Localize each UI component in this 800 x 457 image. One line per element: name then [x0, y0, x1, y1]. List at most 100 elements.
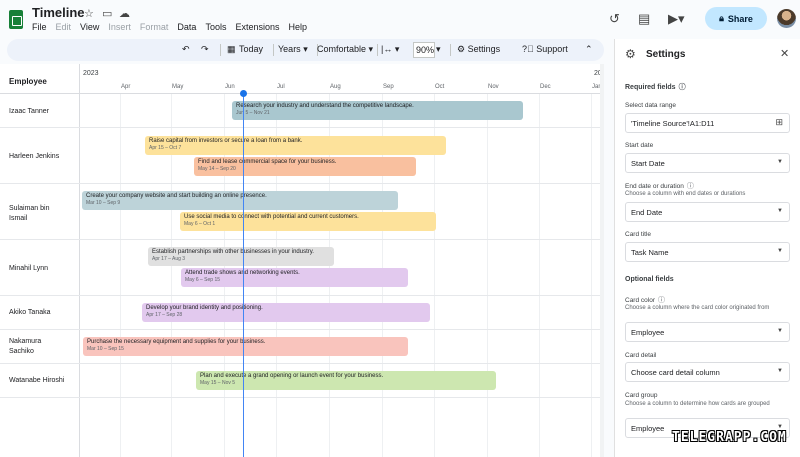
menu-bar: File Edit View Insert Format Data Tools …: [32, 22, 307, 32]
data-range-input[interactable]: 'Timeline Source'!A1:D11 ⊞: [625, 113, 790, 133]
card-title-value: Task Name: [631, 248, 669, 257]
timeline-card[interactable]: Find and lease commercial space for your…: [194, 157, 416, 176]
card-detail-select[interactable]: Choose card detail column ▼: [625, 362, 790, 382]
column-header: Employee 2023 20 Apr May Jun Jul Aug Sep…: [0, 64, 604, 94]
menu-format[interactable]: Format: [139, 22, 169, 32]
gear-icon: ⚙: [457, 44, 466, 54]
grid-select-icon[interactable]: ⊞: [775, 117, 783, 127]
card-color-hint: Choose a column where the card color ori…: [625, 305, 770, 311]
collapse-toolbar-icon[interactable]: ⌃: [585, 44, 593, 54]
end-date-section: End date or duration ⓘ: [625, 181, 694, 191]
timeline-card[interactable]: Research your industry and understand th…: [232, 101, 523, 120]
row-label: Watanabe Hiroshi: [9, 377, 65, 384]
card-group-select[interactable]: Employee ▼: [625, 418, 790, 438]
redo-icon[interactable]: ↷: [201, 44, 209, 54]
timeline-card[interactable]: Create your company website and start bu…: [82, 191, 398, 210]
share-button[interactable]: 🔒︎ Share: [705, 7, 767, 30]
card-dates: Apr 17 – Aug 3: [152, 256, 186, 262]
menu-data[interactable]: Data: [177, 22, 197, 32]
settings-panel: ⚙ Settings ✕ Required fields ⓘ Select dat…: [614, 39, 800, 457]
row-label: Nakamura Sachiko: [9, 338, 42, 355]
chevron-down-icon: ▼: [777, 248, 783, 254]
month-gridline: [591, 94, 592, 457]
today-button[interactable]: Today: [239, 44, 264, 54]
meet-icon[interactable]: ▶▾: [668, 11, 685, 26]
timeline-card[interactable]: Develop your brand identity and position…: [142, 303, 430, 322]
menu-file[interactable]: File: [32, 22, 47, 32]
menu-insert[interactable]: Insert: [108, 22, 131, 32]
end-date-label: End date or duration: [625, 183, 684, 190]
timeline-card[interactable]: Raise capital from investors or secure a…: [145, 136, 446, 155]
card-detail-value: Choose card detail column: [631, 368, 720, 377]
timeline-card[interactable]: Attend trade shows and networking events…: [181, 268, 408, 287]
calendar-icon[interactable]: ▦: [227, 44, 236, 54]
start-date-select[interactable]: Start Date ▼: [625, 153, 790, 173]
star-icon[interactable]: ☆: [84, 8, 94, 20]
card-title: Establish partnerships with other busine…: [152, 249, 314, 255]
timeline-card[interactable]: Establish partnerships with other busine…: [148, 247, 334, 266]
card-title-label: Card title: [625, 231, 652, 238]
timeline-row: Sulaiman bin Ismail: [0, 184, 604, 240]
card-title: Use social media to connect with potenti…: [184, 214, 359, 220]
menu-view[interactable]: View: [80, 22, 100, 32]
card-color-select[interactable]: Employee ▼: [625, 322, 790, 342]
chevron-down-icon: ▼: [777, 328, 783, 334]
divider: [450, 44, 451, 56]
version-history-icon[interactable]: ↺: [609, 11, 620, 26]
zoom-input[interactable]: 90%: [413, 42, 435, 58]
card-title-select[interactable]: Task Name ▼: [625, 242, 790, 262]
avatar[interactable]: [777, 9, 796, 28]
support-label: Support: [536, 44, 568, 54]
card-title: Develop your brand identity and position…: [146, 305, 263, 311]
timeline-card[interactable]: Use social media to connect with potenti…: [180, 212, 436, 231]
support-button[interactable]: ?⃝ Support: [522, 44, 568, 54]
comments-icon[interactable]: ▤: [638, 11, 651, 26]
density-dropdown[interactable]: Comfortable ▾: [317, 44, 374, 54]
today-marker-line: [243, 94, 244, 457]
month-gridline: [171, 94, 172, 457]
card-title: Raise capital from investors or secure a…: [149, 138, 303, 144]
info-icon[interactable]: ⓘ: [686, 183, 694, 190]
menu-tools[interactable]: Tools: [205, 22, 227, 32]
undo-icon[interactable]: ↶: [182, 44, 190, 54]
info-icon[interactable]: ⓘ: [678, 84, 686, 91]
collapse-groups-icon[interactable]: |↔ ▾: [381, 44, 400, 54]
sheets-logo-icon[interactable]: [9, 10, 23, 29]
card-dates: Apr 15 – Oct 7: [149, 145, 182, 151]
doc-title[interactable]: Timeline: [32, 5, 85, 20]
card-dates: Mar 10 – Sep 9: [86, 200, 121, 206]
card-dates: Jun 5 – Nov 21: [236, 110, 270, 116]
timeline-card[interactable]: Purchase the necessary equipment and sup…: [83, 337, 408, 356]
close-icon[interactable]: ✕: [780, 48, 790, 60]
scroll-edge: [600, 64, 604, 457]
timeline-toolbar: ↶ ↷ ▦ Today Years ▾ Comfortable ▾ |↔ ▾ 9…: [7, 39, 604, 61]
menu-help[interactable]: Help: [288, 22, 307, 32]
row-label: Harleen Jenkins: [9, 153, 60, 160]
chevron-down-icon: ▼: [777, 424, 783, 430]
end-date-select[interactable]: End Date ▼: [625, 202, 790, 222]
required-section: Required fields ⓘ: [625, 82, 686, 92]
menu-extensions[interactable]: Extensions: [235, 22, 280, 32]
years-dropdown[interactable]: Years ▾: [278, 44, 308, 54]
card-color-value: Employee: [631, 328, 665, 337]
month-gridline: [120, 94, 121, 457]
card-title: Research your industry and understand th…: [236, 103, 414, 109]
today-marker-handle[interactable]: [240, 90, 247, 97]
settings-button[interactable]: ⚙ Settings: [457, 44, 500, 55]
divider: [273, 44, 274, 56]
row-label: Akiko Tanaka: [9, 309, 51, 316]
timeline-row: Watanabe Hiroshi: [0, 364, 604, 398]
chevron-down-icon: ▼: [777, 159, 783, 165]
timeline-row: Nakamura Sachiko: [0, 330, 604, 364]
timeline-row: Akiko Tanaka: [0, 296, 604, 330]
menu-edit[interactable]: Edit: [55, 22, 72, 32]
divider: [317, 44, 318, 56]
settings-label: Settings: [467, 44, 501, 54]
info-icon[interactable]: ⓘ: [657, 297, 665, 304]
move-folder-icon[interactable]: ▭: [102, 8, 113, 20]
timeline-card[interactable]: Plan and execute a grand opening or laun…: [196, 371, 496, 390]
month-label: Jul: [277, 84, 285, 90]
cloud-status-icon[interactable]: ☁: [119, 8, 130, 20]
zoom-caret-icon[interactable]: ▾: [436, 44, 441, 54]
